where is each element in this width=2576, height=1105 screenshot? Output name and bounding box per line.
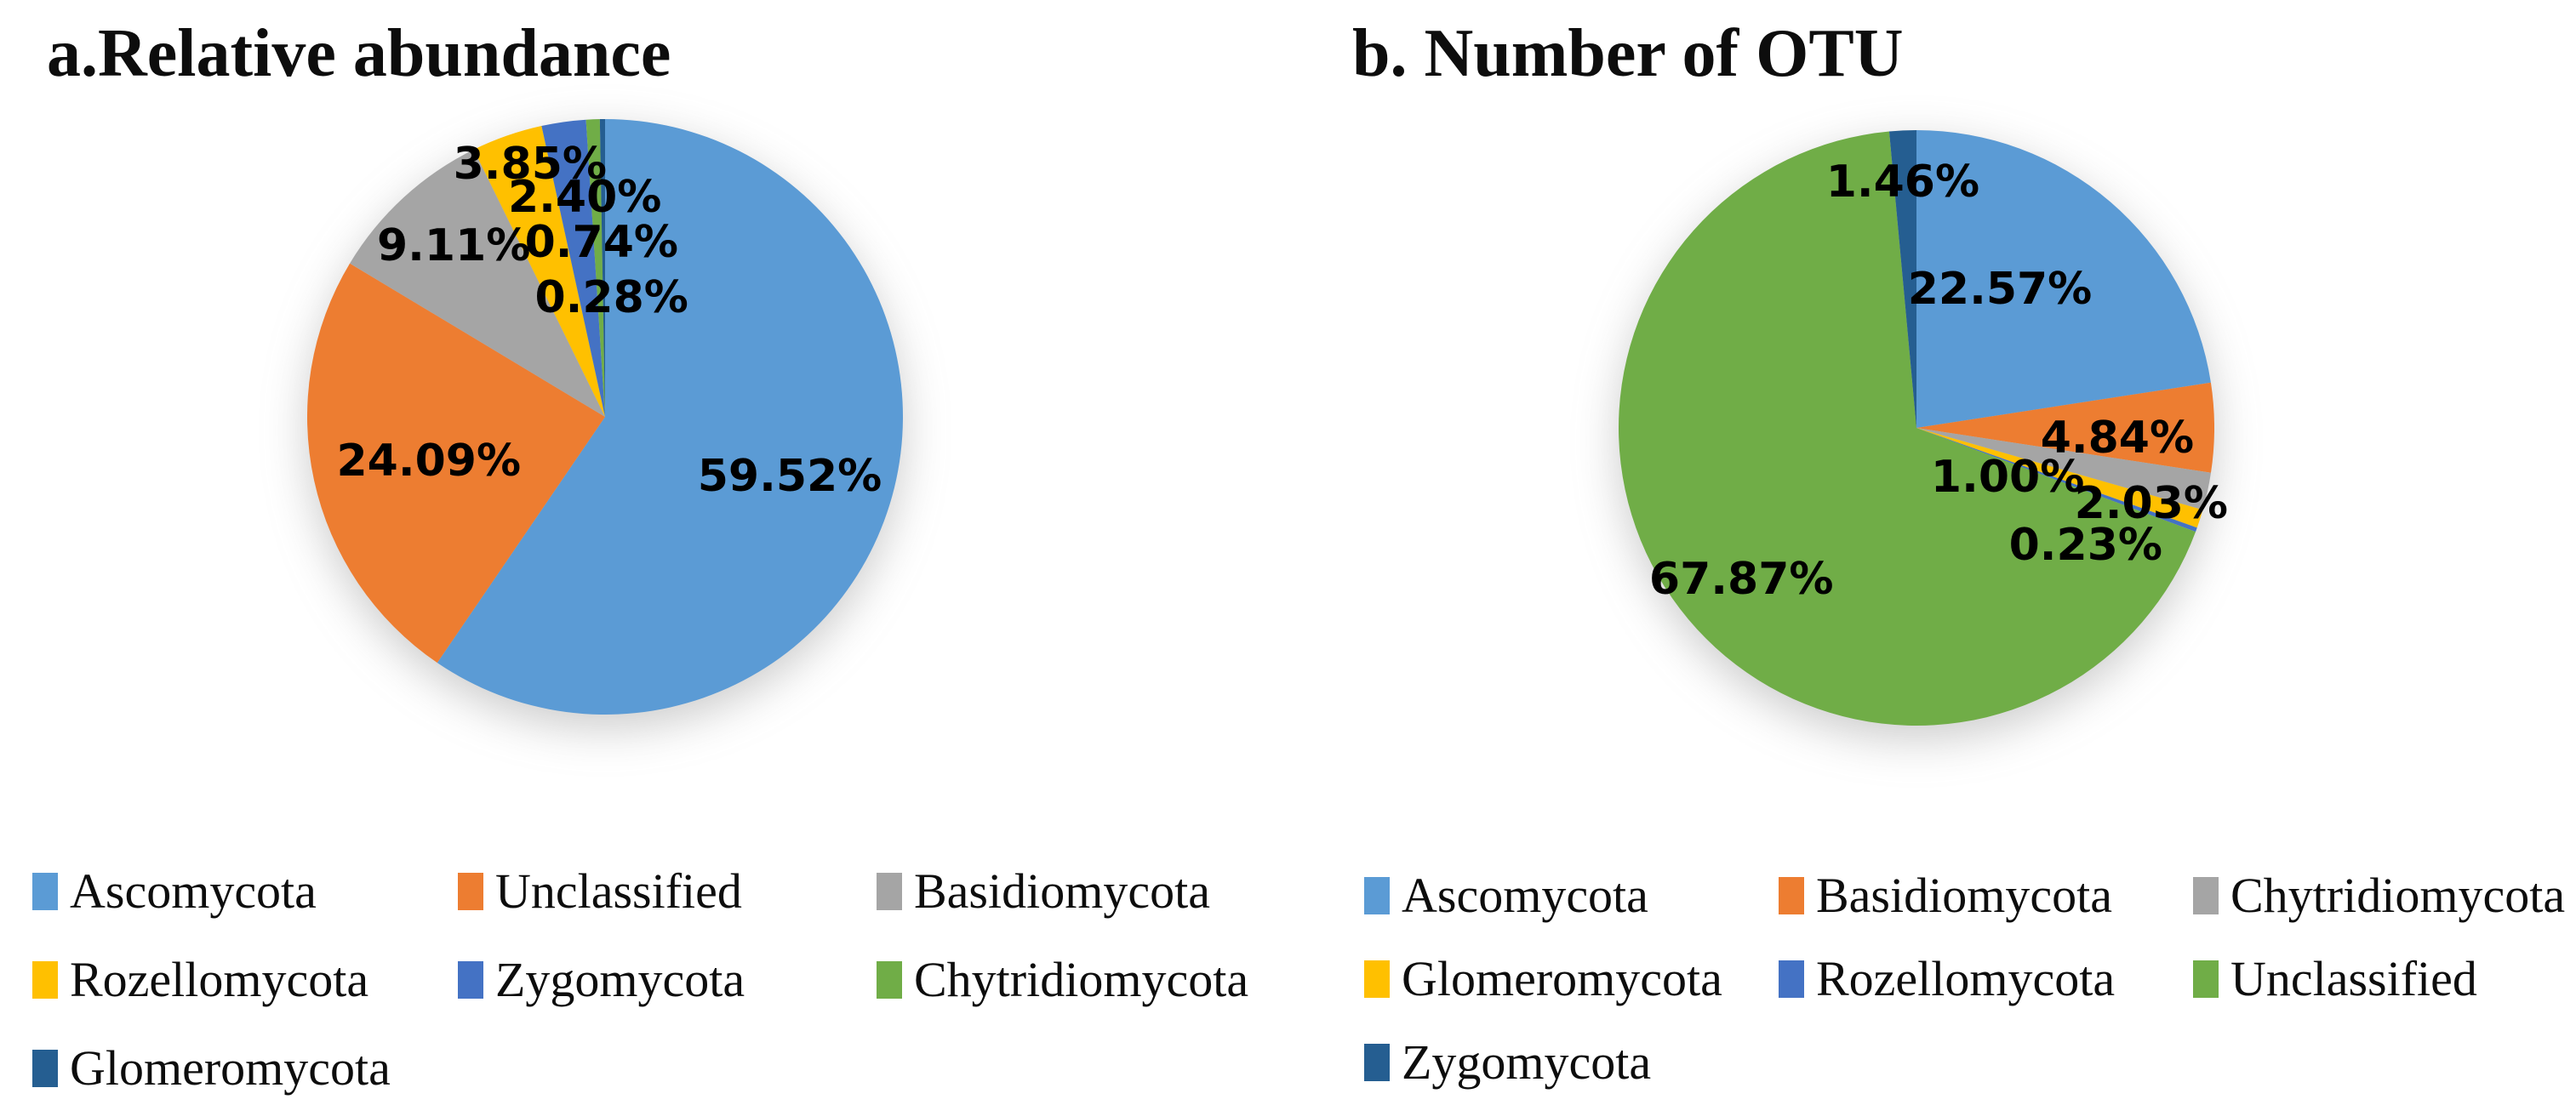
pie-slice-chytridiomycota (585, 119, 605, 418)
legend-label: Ascomycota (70, 863, 317, 919)
legend-item-chytridiomycota: Chytridiomycota (2193, 854, 2565, 937)
pie-chart-number-of-otu: 22.57% 4.84% 2.03% 1.00% 0.23% 67.87% 1.46% (1619, 130, 2228, 726)
legend-label: Zygomycota (1402, 1034, 1652, 1090)
data-label-ascomycota: 22.57% (1907, 263, 2093, 315)
legend-swatch-icon (1364, 960, 1390, 998)
pie-slice-unclassified (1619, 131, 2196, 726)
legend-swatch-icon (2193, 960, 2219, 998)
legend-swatch-icon (877, 873, 902, 910)
legend-swatch-icon (1779, 877, 1804, 914)
legend-label: Chytridiomycota (2230, 868, 2566, 923)
legend-swatch-icon (2193, 877, 2219, 914)
legend-item-unclassified: Unclassified (458, 847, 877, 936)
legend-item-basidiomycota: Basidiomycota (1779, 854, 2193, 937)
pie-slice-rozellomycota (1916, 428, 2197, 533)
data-label-glomeromycota: 1.00% (1930, 452, 2085, 504)
legend-swatch-icon (1364, 877, 1390, 914)
pie-slice-glomeromycota (1916, 428, 2203, 528)
data-label-rozellomycota: 0.23% (2008, 519, 2162, 571)
pie-slice-zygomycota (1888, 130, 1916, 428)
legend-swatch-icon (877, 961, 902, 999)
legend-label: Chytridiomycota (914, 952, 1249, 1007)
pie-slice-rozellomycota (473, 126, 605, 418)
legend-number-of-otu: Ascomycota Basidiomycota Chytridiomycota Gl… (1364, 854, 2565, 1104)
pie-slice-unclassified (307, 263, 605, 664)
data-label-rozellomycota: 3.85% (453, 139, 607, 191)
pie-slice-ascomycota (437, 119, 903, 715)
legend-swatch-icon (458, 873, 483, 910)
pie-slice-basidiomycota (350, 149, 605, 417)
data-label-chytridiomycota: 0.74% (524, 216, 678, 268)
legend-label: Basidiomycota (914, 863, 1210, 919)
legend-label: Rozellomycota (1816, 951, 2116, 1006)
data-label-zygomycota: 1.46% (1825, 156, 1980, 208)
data-label-glomeromycota: 0.28% (534, 272, 688, 323)
legend-label: Zygomycota (495, 952, 745, 1007)
legend-item-chytridiomycota: Chytridiomycota (877, 936, 1248, 1024)
legend-swatch-icon (32, 1050, 58, 1087)
legend-item-rozellomycota: Rozellomycota (32, 936, 458, 1024)
panel-b-title: b. Number of OTU (1352, 16, 1904, 91)
data-label-unclassified: 67.87% (1648, 553, 1834, 605)
legend-label: Glomeromycota (70, 1040, 391, 1096)
pie-svg (1619, 130, 2214, 726)
pie-slice-ascomycota (1916, 130, 2211, 428)
legend-swatch-icon (1779, 960, 1804, 998)
legend-label: Ascomycota (1402, 868, 1648, 923)
legend-label: Unclassified (495, 863, 742, 919)
data-label-zygomycota: 2.40% (507, 171, 662, 223)
legend-item-glomeromycota: Glomeromycota (32, 1024, 458, 1105)
legend-item-rozellomycota: Rozellomycota (1779, 937, 2193, 1021)
legend-swatch-icon (458, 961, 483, 999)
pie-svg (307, 119, 903, 715)
data-label-chytridiomycota: 2.03% (2074, 477, 2228, 529)
legend-label: Glomeromycota (1402, 951, 1722, 1006)
pie-slice-chytridiomycota (1916, 428, 2211, 510)
data-label-ascomycota: 59.52% (697, 451, 882, 502)
pie-slice-glomeromycota (599, 119, 605, 417)
legend-item-glomeromycota: Glomeromycota (1364, 937, 1779, 1021)
pie-slice-zygomycota (541, 119, 605, 417)
legend-swatch-icon (32, 961, 58, 999)
legend-label: Unclassified (2230, 951, 2477, 1006)
legend-swatch-icon (1364, 1044, 1390, 1081)
legend-item-unclassified: Unclassified (2193, 937, 2565, 1021)
legend-item-ascomycota: Ascomycota (1364, 854, 1779, 937)
legend-item-basidiomycota: Basidiomycota (877, 847, 1248, 936)
legend-label: Rozellomycota (70, 952, 369, 1007)
data-label-basidiomycota: 9.11% (376, 220, 531, 272)
panel-a-title: a.Relative abundance (47, 16, 671, 91)
legend-item-ascomycota: Ascomycota (32, 847, 458, 936)
data-label-unclassified: 24.09% (336, 435, 522, 487)
pie-chart-relative-abundance: 59.52% 24.09% 9.11% 3.85% 2.40% 0.74% 0.28% (307, 119, 903, 715)
legend-item-zygomycota: Zygomycota (1364, 1021, 1779, 1104)
legend-item-zygomycota: Zygomycota (458, 936, 877, 1024)
pie-slice-basidiomycota (1916, 382, 2214, 473)
legend-swatch-icon (32, 873, 58, 910)
legend-label: Basidiomycota (1816, 868, 2112, 923)
data-label-basidiomycota: 4.84% (2040, 412, 2195, 464)
legend-relative-abundance: Ascomycota Unclassified Basidiomycota Rozel… (32, 847, 1248, 1105)
